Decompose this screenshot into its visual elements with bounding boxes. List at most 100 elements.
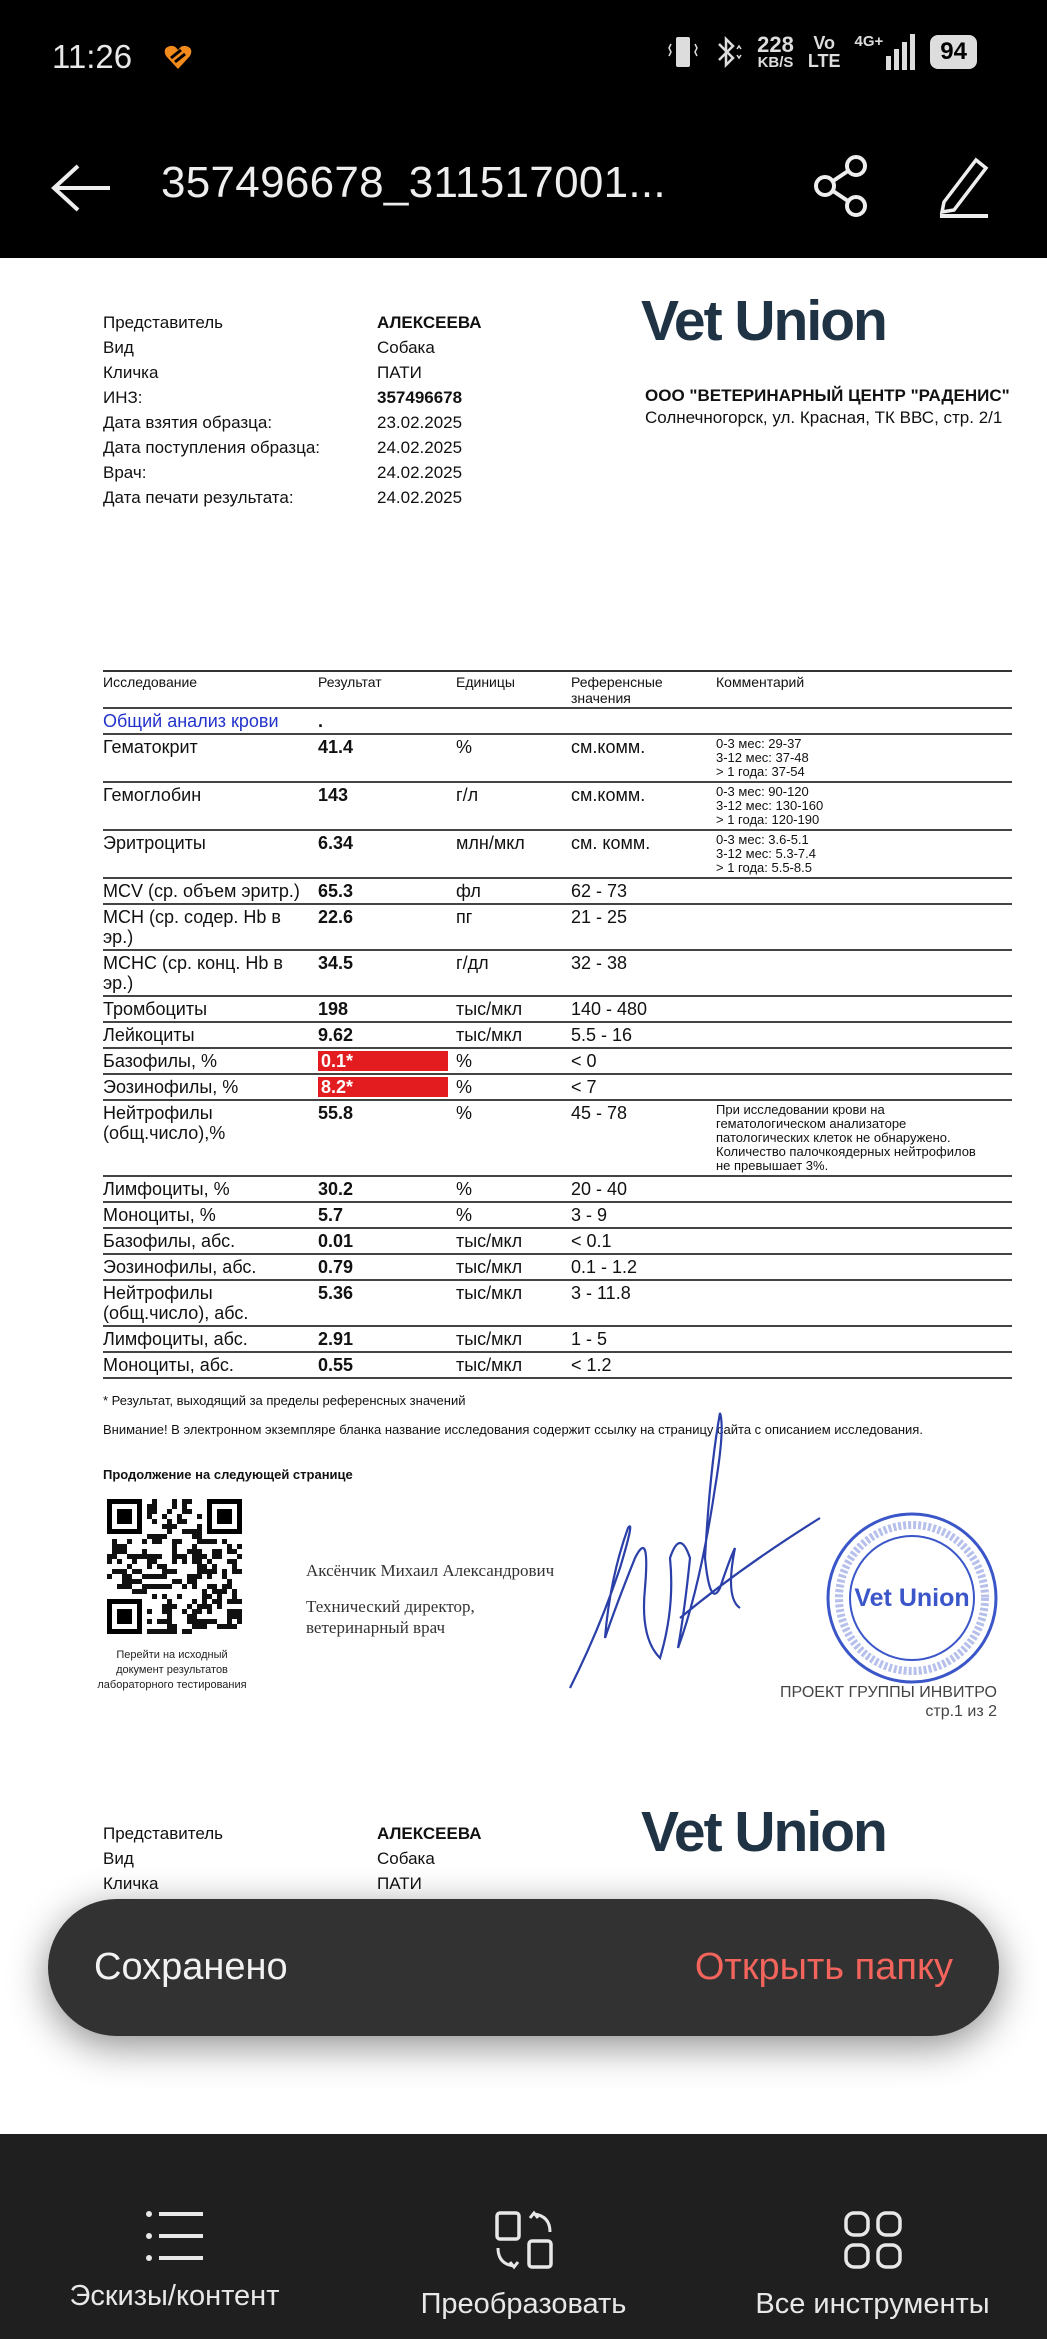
info-row: Представитель АЛЕКСЕЕВА bbox=[103, 1821, 482, 1846]
results-table: Исследование Результат Единицы Референсн… bbox=[103, 670, 1012, 1379]
test-name-link[interactable]: Гемоглобин bbox=[103, 785, 202, 805]
test-name-link[interactable]: MCHC (ср. конц. Hb в эр.) bbox=[103, 953, 283, 993]
all-tools-button[interactable]: Все инструменты bbox=[708, 2134, 1038, 2339]
saved-toast: Сохранено Открыть папку bbox=[48, 1899, 999, 2036]
test-name-link[interactable]: Нейтрофилы (общ.число),% bbox=[103, 1103, 226, 1143]
result-value: 8.2* bbox=[318, 1077, 456, 1097]
unit: тыс/мкл bbox=[456, 1355, 523, 1375]
unit: пг bbox=[456, 907, 473, 927]
battery-indicator: 94 bbox=[930, 35, 977, 69]
net-speed: 228 bbox=[757, 31, 794, 57]
result-value: 55.8 bbox=[318, 1103, 456, 1173]
comment bbox=[716, 1231, 1012, 1251]
comment bbox=[716, 1179, 1012, 1199]
unit: тыс/мкл bbox=[456, 1329, 523, 1349]
comment bbox=[716, 907, 1012, 947]
header-reference: Референсные значения bbox=[571, 674, 663, 706]
edit-pencil-icon[interactable] bbox=[936, 154, 992, 218]
qr-code[interactable] bbox=[107, 1499, 242, 1634]
info-value: Собака bbox=[377, 338, 435, 357]
signer-title-1: Технический директор, bbox=[306, 1597, 475, 1616]
clinic-name: ООО "ВЕТЕРИНАРНЫЙ ЦЕНТР "РАДЕНИС" bbox=[645, 386, 1010, 405]
table-row: Базофилы, абс. 0.01 тыс/мкл < 0.1 bbox=[103, 1229, 1012, 1255]
header-comment: Комментарий bbox=[716, 674, 805, 690]
section-title-link[interactable]: Общий анализ крови bbox=[103, 711, 279, 731]
share-icon[interactable] bbox=[812, 154, 872, 218]
unit: млн/мкл bbox=[456, 833, 525, 853]
test-name-link[interactable]: Базофилы, абс. bbox=[103, 1231, 236, 1251]
reference-range: 20 - 40 bbox=[571, 1179, 628, 1199]
comment-line: > 1 года: 37-54 bbox=[716, 764, 805, 779]
test-name-link[interactable]: Нейтрофилы (общ.число), абс. bbox=[103, 1283, 249, 1323]
vet-union-logo: Vet Union bbox=[641, 289, 888, 353]
continued-note: Продолжение на следующей странице bbox=[103, 1467, 353, 1482]
unit: % bbox=[456, 1179, 473, 1199]
result-value: 5.36 bbox=[318, 1283, 456, 1323]
back-arrow-icon[interactable] bbox=[48, 160, 114, 216]
result-text: 6.34 bbox=[318, 833, 354, 853]
unit: тыс/мкл bbox=[456, 1283, 523, 1303]
result-value: 0.55 bbox=[318, 1355, 456, 1375]
table-header: Исследование Результат Единицы Референсн… bbox=[103, 670, 1012, 709]
comment-line: не превышает 3%. bbox=[716, 1158, 829, 1173]
reference-range: 1 - 5 bbox=[571, 1329, 608, 1349]
table-row: Эозинофилы, % 8.2*% < 7 bbox=[103, 1075, 1012, 1101]
project-label: ПРОЕКТ ГРУППЫ ИНВИТРО bbox=[780, 1684, 997, 1701]
test-name-link[interactable]: Эозинофилы, абс. bbox=[103, 1257, 257, 1277]
result-text: 22.6 bbox=[318, 907, 354, 927]
info-label: Представитель bbox=[103, 313, 224, 332]
test-name-link[interactable]: Базофилы, % bbox=[103, 1051, 217, 1071]
table-row: Гемоглобин 143 г/л см.комм. 0-3 мес: 90-120 3… bbox=[103, 783, 1012, 831]
status-bar: 11:26 228 KB/S Vo LTE 4G+ 94 bbox=[0, 0, 1047, 110]
section-result: . bbox=[318, 711, 324, 731]
reference-range: см.комм. bbox=[571, 785, 646, 805]
info-row: Дата печати результата: 24.02.2025 bbox=[103, 485, 482, 510]
test-name-link[interactable]: MCV (ср. объем эритр.) bbox=[103, 881, 300, 901]
result-text: 41.4 bbox=[318, 737, 354, 757]
test-name-link[interactable]: Лимфоциты, абс. bbox=[103, 1329, 248, 1349]
result-out-of-range: 8.2* bbox=[318, 1077, 448, 1097]
thumbnails-button[interactable]: Эскизы/контент bbox=[10, 2134, 340, 2339]
test-name-link[interactable]: Моноциты, % bbox=[103, 1205, 216, 1225]
test-name-link[interactable]: Лимфоциты, % bbox=[103, 1179, 230, 1199]
reference-range: 3 - 9 bbox=[571, 1205, 608, 1225]
comment-line: > 1 года: 5.5-8.5 bbox=[716, 860, 812, 875]
comment-line: 0-3 мес: 29-37 bbox=[716, 736, 802, 751]
info-label: Врач: bbox=[103, 463, 147, 482]
open-folder-button[interactable]: Открыть папку bbox=[694, 1946, 953, 1988]
info-row: Вид Собака bbox=[103, 335, 482, 360]
comment-line: При исследовании крови на bbox=[716, 1102, 885, 1117]
info-value: 24.02.2025 bbox=[377, 488, 463, 507]
comment bbox=[716, 881, 1012, 901]
convert-button[interactable]: Преобразовать bbox=[359, 2134, 689, 2339]
info-row: Врач: 24.02.2025 bbox=[103, 460, 482, 485]
test-name-link[interactable]: MCH (ср. содер. Hb в эр.) bbox=[103, 907, 281, 947]
info-row: Кличка ПАТИ bbox=[103, 1871, 482, 1896]
table-row: Лейкоциты 9.62 тыс/мкл 5.5 - 16 bbox=[103, 1023, 1012, 1049]
info-label: Кличка bbox=[103, 1874, 159, 1893]
unit: г/дл bbox=[456, 953, 489, 973]
test-name-link[interactable]: Моноциты, абс. bbox=[103, 1355, 234, 1375]
info-label: Вид bbox=[103, 338, 134, 357]
unit: тыс/мкл bbox=[456, 1025, 523, 1045]
unit: тыс/мкл bbox=[456, 1231, 523, 1251]
result-value: 0.01 bbox=[318, 1231, 456, 1251]
clock: 11:26 bbox=[52, 38, 133, 75]
table-row: Лимфоциты, % 30.2% 20 - 40 bbox=[103, 1177, 1012, 1203]
test-name-link[interactable]: Эозинофилы, % bbox=[103, 1077, 239, 1097]
test-name-link[interactable]: Лейкоциты bbox=[103, 1025, 195, 1045]
reference-range: 140 - 480 bbox=[571, 999, 648, 1019]
info-row: Представитель АЛЕКСЕЕВА bbox=[103, 310, 482, 335]
test-name-link[interactable]: Тромбоциты bbox=[103, 999, 208, 1019]
test-name-link[interactable]: Гематокрит bbox=[103, 737, 198, 757]
pdf-page[interactable]: Представитель АЛЕКСЕЕВА Вид Собака Кличка ПАТ… bbox=[0, 258, 1047, 2134]
comment-line: 0-3 мес: 3.6-5.1 bbox=[716, 832, 809, 847]
volte-label: Vo bbox=[813, 33, 836, 53]
info-value: ПАТИ bbox=[377, 1874, 422, 1893]
result-value: 2.91 bbox=[318, 1329, 456, 1349]
unit: % bbox=[456, 1077, 473, 1097]
comment-line: 3-12 мес: 130-160 bbox=[716, 798, 824, 813]
test-name-link[interactable]: Эритроциты bbox=[103, 833, 206, 853]
page2-vet-union-logo: Vet Union bbox=[641, 1800, 888, 1864]
table-row: Лимфоциты, абс. 2.91 тыс/мкл 1 - 5 bbox=[103, 1327, 1012, 1353]
